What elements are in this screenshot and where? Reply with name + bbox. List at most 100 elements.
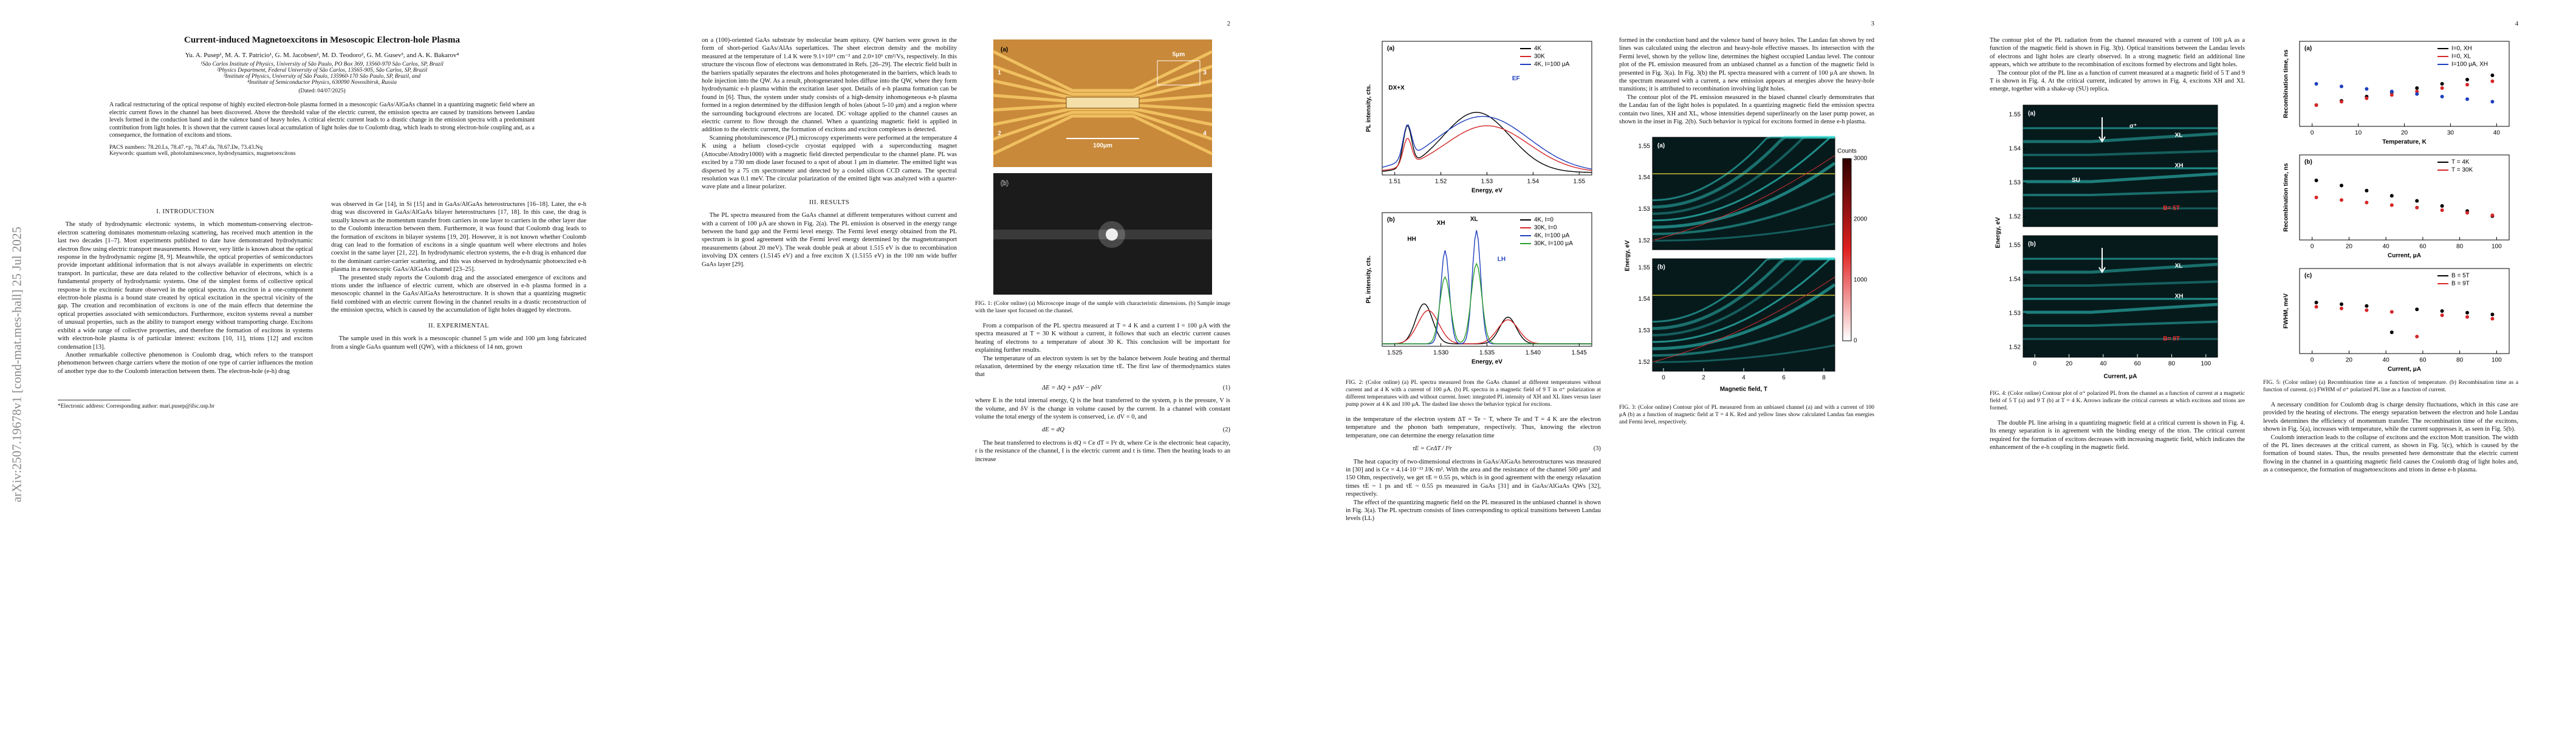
figure-caption: FIG. 4: (Color online) Contour plot of σ… [1990, 390, 2245, 411]
contour-streak [2023, 303, 2218, 314]
x-tick-label: 80 [2456, 244, 2464, 250]
y-axis-label: FWHM, meV [2283, 293, 2290, 329]
contour-map [1652, 258, 1835, 372]
contour-streak [1653, 344, 1835, 364]
x-tick-label: 0 [2311, 130, 2314, 137]
y-tick-label: 1.54 [1639, 175, 1651, 182]
x-tick-label: 1.52 [1435, 179, 1447, 185]
paragraph: Another remarkable collective phenomenon… [58, 351, 313, 375]
x-tick-label: 60 [2419, 244, 2427, 250]
y-axis-label: PL intensity, cts. [1366, 256, 1372, 304]
y-tick-label: 1.55 [1639, 143, 1651, 150]
data-point [2389, 330, 2394, 334]
data-point [2314, 301, 2318, 304]
column-left: 1.51 1.52 1.53 1.54 1.55 Energy, eV PL intensi… [1346, 36, 1601, 711]
legend-label: 30K, I=100 μA [1534, 241, 1573, 247]
x-tick-label: 40 [2100, 360, 2107, 367]
contour-streak [2023, 280, 2218, 287]
equation-body: τE = CeΔT / I²r [1413, 445, 1452, 453]
x-tick-label: 1.54 [1527, 179, 1540, 185]
x-tick-label: 80 [2168, 360, 2176, 367]
panel-label: (b) [1657, 264, 1665, 271]
data-point [2490, 312, 2495, 317]
x-axis-label: Energy, eV [1471, 359, 1502, 366]
x-tick-label: 8 [1822, 375, 1826, 382]
x-tick-label: 0 [2311, 244, 2314, 250]
x-axis-label: Energy, eV [1471, 188, 1502, 194]
x-tick-label: 1.51 [1389, 179, 1401, 185]
scale-label: 100μm [1093, 143, 1112, 149]
data-point [2365, 87, 2369, 91]
y-tick-label: 1.52 [2009, 344, 2021, 351]
x-tick-label: 4 [1742, 375, 1745, 382]
contour-streak [2023, 132, 2218, 143]
affiliation: ³Institute of Physics, University of São… [223, 74, 421, 80]
spectrum-curve [1382, 115, 1592, 169]
section-heading: III. RESULTS [809, 199, 850, 206]
legend-label: I=0, XL [2451, 53, 2471, 60]
data-point [2314, 82, 2318, 86]
footnote: *Electronic address: Corresponding autho… [58, 403, 215, 410]
y-tick-label: 1.55 [1639, 265, 1651, 272]
equation-number: (1) [1222, 384, 1230, 391]
data-point [2314, 196, 2318, 199]
page-number: 2 [1227, 21, 1230, 27]
legend-label: 4K, I=0 [1534, 217, 1553, 224]
authors: Yu. A. Pusep¹, M. A. T. Patricio¹, G. M.… [185, 52, 459, 59]
x-tick-label: 100 [2492, 244, 2502, 250]
x-tick-label: 0 [2033, 360, 2036, 367]
data-point [2440, 313, 2444, 317]
panel-label: (a) [1001, 47, 1008, 53]
contact-label: 1 [998, 70, 1001, 77]
y-tick-label: 1.53 [1639, 207, 1651, 213]
x-tick-label: 2 [1702, 375, 1705, 382]
data-point [2415, 205, 2419, 210]
panel-label: (a) [2304, 46, 2312, 52]
critical-current-arrow [2098, 117, 2106, 143]
x-tick-label: 1.530 [1433, 350, 1448, 357]
legend-label: 30K [1534, 53, 1545, 60]
data-point [2340, 306, 2343, 310]
scale-box [1157, 60, 1201, 86]
paragraph: Coulomb interaction leads to the collaps… [2263, 434, 2518, 474]
plot-frame [2299, 154, 2510, 241]
data-point [2314, 103, 2318, 107]
contour-streak [2023, 149, 2218, 156]
x-tick-label: 1.53 [1481, 179, 1493, 185]
data-point [2490, 100, 2495, 104]
column-right: 0 10 20 30 40 Temperature, K Recombination tim… [2263, 36, 2518, 711]
x-tick-label: 1.55 [1574, 179, 1586, 185]
data-point [2440, 86, 2444, 90]
spectrum-curve [1382, 230, 1592, 344]
legend-label: I=0, XH [2451, 46, 2472, 52]
panel-label: (b) [1387, 217, 1395, 224]
spectrum-curve [1382, 125, 1592, 171]
paragraph: The contour plot of the PL emission meas… [1619, 94, 1874, 126]
paragraph: formed in the conduction band and the va… [1619, 37, 1874, 93]
polarization-label: σ⁺ [2129, 123, 2137, 129]
x-tick-label: 40 [2383, 244, 2390, 250]
annotation: DX+X [1388, 85, 1405, 92]
data-point [2389, 203, 2394, 207]
pacs: PACS numbers: 78.20.Ls, 78.47.+p, 78.47.… [109, 144, 263, 151]
scale-label: 5μm [1173, 52, 1185, 58]
x-tick-label: 60 [2134, 360, 2142, 367]
paragraph: A necessary condition for Coulomb drag i… [2263, 402, 2518, 433]
y-tick-label: 1.52 [1639, 238, 1651, 244]
y-axis-label: Energy, eV [1625, 241, 1631, 272]
figure-caption: FIG. 5: (Color online) (a) Recombination… [2263, 380, 2518, 393]
annotation: XL [2175, 262, 2183, 269]
laser-spot [1106, 228, 1118, 241]
equation: ΔE = ΔQ + pΔV − pδV (1) [975, 384, 1230, 392]
data-point [2440, 204, 2444, 208]
affiliation: ²Physics Department, Federal University … [216, 67, 428, 74]
figure-1: (a) 5μm 100μm 1 2 3 4 (b) [992, 39, 1213, 295]
annotation: XL [1470, 216, 1478, 223]
column-right: was observed in Ge [14], in Si [15] and … [331, 200, 586, 711]
spectrum-curve [1382, 262, 1592, 344]
spectrum-curve [1382, 112, 1592, 173]
contact-lead [993, 107, 1213, 126]
data-point [2365, 308, 2369, 312]
affiliation: ¹São Carlos Institute of Physics, Univer… [200, 61, 444, 67]
